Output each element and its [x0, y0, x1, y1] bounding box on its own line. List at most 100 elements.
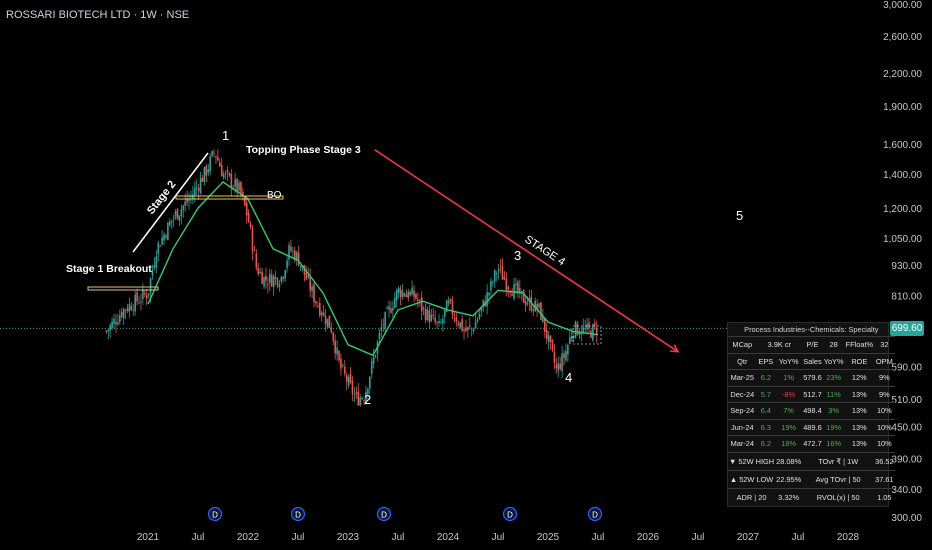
summary-label: MCap: [728, 336, 757, 353]
cell-sales: 498.4: [802, 402, 823, 419]
candle-body: [374, 355, 377, 357]
column-header: Qtr: [728, 352, 757, 370]
candle-body: [192, 194, 194, 200]
candle-body: [584, 328, 586, 330]
stage4-trendline[interactable]: [374, 149, 679, 353]
candle-body: [240, 182, 242, 194]
candle-body: [434, 317, 436, 323]
candle-body: [268, 273, 271, 283]
cell-eps: 6.4: [756, 402, 776, 419]
bo-level[interactable]: [175, 195, 284, 200]
quarter-row: Mar-24 6.2 18% 472.7 16% 13% 10%: [728, 435, 895, 452]
candle-body: [526, 302, 529, 304]
cell-qtr: Jun-24: [728, 418, 757, 436]
y-tick-label: 810.00: [891, 292, 922, 303]
candle-body: [193, 187, 196, 196]
stats-cell: 37.61: [874, 469, 895, 488]
candle-body: [478, 313, 481, 319]
candle-body: [295, 252, 298, 260]
dividend-marker-icon[interactable]: [376, 506, 392, 522]
candle-body: [593, 323, 596, 326]
y-tick-label: 340.00: [891, 485, 922, 496]
stats-cell: 28.08%: [775, 451, 803, 470]
x-tick-label: Jul: [192, 532, 205, 543]
candle-body: [397, 287, 400, 293]
candle-body: [417, 299, 419, 302]
candle-body: [395, 289, 398, 301]
dividend-marker-label: D: [507, 511, 513, 520]
candle-body: [107, 329, 110, 332]
candle-body: [118, 315, 121, 323]
dividend-marker-icon[interactable]: [290, 506, 306, 522]
candle-body: [384, 312, 386, 329]
candle-body: [286, 260, 288, 269]
candle-body: [128, 303, 131, 312]
candle-body: [453, 317, 456, 319]
candle-body: [167, 222, 169, 241]
candle-body: [470, 328, 473, 330]
cell-opm: 9%: [874, 385, 895, 403]
cell-sales: 489.6: [802, 418, 823, 436]
candle-body: [157, 242, 160, 254]
candle-body: [572, 335, 575, 338]
stage2-line[interactable]: [132, 152, 209, 253]
x-tick-label: Jul: [792, 532, 805, 543]
cell-eps-yoy: 7%: [775, 402, 803, 419]
candle-body: [328, 315, 331, 329]
candle-body: [345, 375, 348, 382]
candle-body: [142, 289, 144, 299]
dividend-marker-icon[interactable]: [502, 506, 518, 522]
candle-body: [451, 300, 454, 315]
candle-body: [390, 308, 392, 313]
candle-body: [168, 221, 171, 226]
candle-body: [132, 310, 135, 311]
candle-body: [386, 307, 388, 309]
stage1-breakout-level[interactable]: [87, 286, 159, 291]
candle-body: [405, 294, 408, 298]
candle-body: [228, 172, 231, 176]
candle-body: [524, 301, 527, 306]
candle-body: [432, 314, 435, 316]
y-tick-label: 1,050.00: [883, 234, 922, 245]
candle-body: [380, 327, 383, 331]
cell-roe: 13%: [844, 402, 875, 419]
candle-body: [476, 319, 479, 322]
candle-body: [161, 237, 163, 245]
stats-cell: 22.95%: [775, 469, 803, 488]
candle-body: [436, 322, 438, 323]
candle-body: [349, 373, 352, 383]
candle-body: [255, 253, 258, 268]
candle-body: [555, 364, 558, 369]
cell-eps-yoy: -8%: [775, 385, 803, 403]
base-box[interactable]: [572, 325, 602, 345]
stats-cell: 1.05: [874, 487, 895, 506]
candle-body: [353, 394, 356, 396]
candle-body: [336, 347, 338, 355]
y-tick-label: 1,200.00: [883, 204, 922, 215]
quarter-row: Jun-24 6.3 19% 489.6 19% 13% 10%: [728, 418, 895, 436]
candle-body: [582, 327, 585, 333]
cell-opm: 9%: [874, 369, 895, 386]
candle-body: [122, 308, 125, 318]
dividend-marker-icon[interactable]: [207, 506, 223, 522]
candle-body: [263, 276, 265, 287]
candle-body: [442, 319, 444, 324]
x-tick-label: 2024: [437, 532, 460, 543]
candle-body: [197, 187, 200, 191]
dividend-marker-icon[interactable]: [587, 506, 603, 522]
candle-body: [522, 290, 525, 303]
candle-body: [207, 169, 210, 173]
candle-body: [503, 276, 506, 280]
y-tick-label: 2,200.00: [883, 69, 922, 80]
column-header: YoY%: [775, 352, 803, 370]
candle-body: [274, 276, 277, 279]
cell-sales: 579.6: [802, 369, 823, 386]
stats-row: ▼ 52W HIGH 28.08% TOvr ₹ | 1W 36.52: [728, 451, 895, 470]
candle-body: [361, 397, 363, 399]
x-tick-label: 2026: [637, 532, 660, 543]
candle-body: [507, 287, 510, 290]
candle-body: [445, 300, 448, 312]
candle-body: [143, 293, 146, 295]
